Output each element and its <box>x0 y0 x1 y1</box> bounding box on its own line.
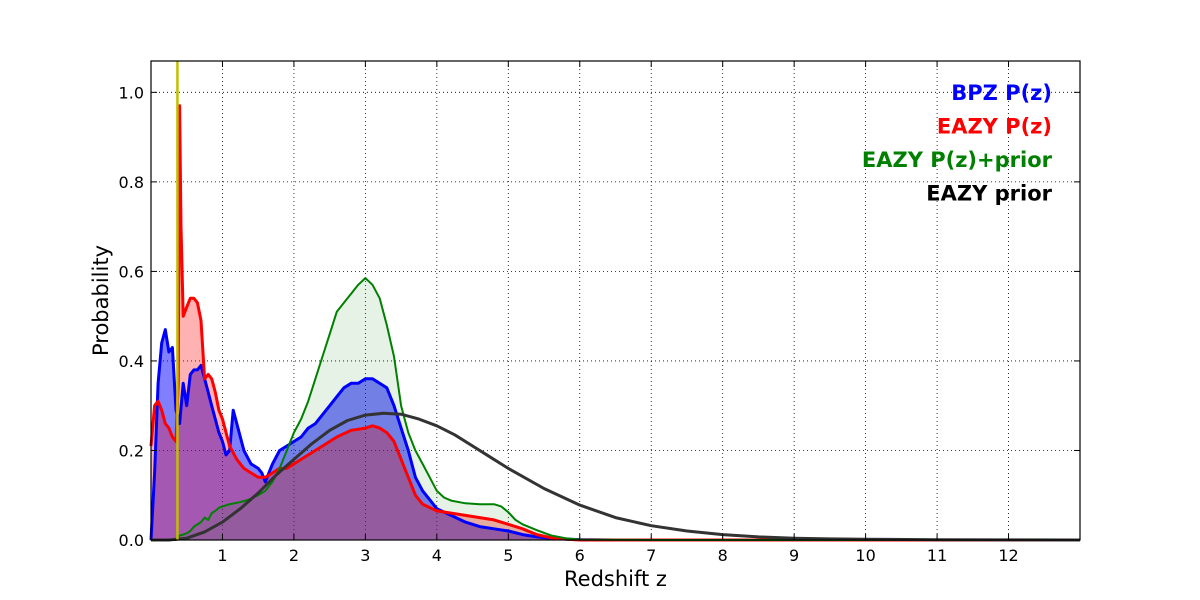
y-tick-label: 0.6 <box>119 262 144 281</box>
y-tick-label: 0.2 <box>119 441 144 460</box>
y-axis-label: Probability <box>89 245 113 356</box>
plot-frame <box>150 60 1081 541</box>
y-tick-label: 0.8 <box>119 173 144 192</box>
x-tick-label: 1 <box>217 546 227 565</box>
x-tick-label: 6 <box>575 546 585 565</box>
series-line-eazy-p-z-prior <box>151 277 1080 541</box>
y-tick-label: 0.4 <box>119 352 144 371</box>
x-tick-label: 4 <box>432 546 442 565</box>
axis-ticks: 1 2 3 4 5 6 7 8 9 10 11 120.00.20.40.60.81.0 <box>119 61 1080 565</box>
legend: BPZ P(z) EAZY P(z) EAZY P(z)+prior EAZY pri… <box>862 81 1053 206</box>
x-tick-label: 7 <box>646 546 656 565</box>
x-axis-label: Redshift z <box>564 567 667 591</box>
x-tick-label: 12 <box>998 546 1018 565</box>
legend-entry: EAZY prior <box>926 182 1052 206</box>
y-tick-label: 0.0 <box>119 531 144 550</box>
series-fill-bpz-p-z <box>151 329 1080 540</box>
series-fill-eazy-p-z-prior <box>151 278 1080 540</box>
x-tick-label: 9 <box>789 546 799 565</box>
x-tick-label: 2 <box>289 546 299 565</box>
y-tick-label: 1.0 <box>119 83 144 102</box>
legend-entry: BPZ P(z) <box>951 81 1052 105</box>
series-line-eazy-prior <box>151 411 1081 542</box>
series-line-bpz-p-z <box>149 328 1080 542</box>
x-tick-label: 3 <box>360 546 370 565</box>
legend-entry: EAZY P(z) <box>937 115 1052 139</box>
series-lines <box>149 104 1081 542</box>
x-tick-label: 8 <box>718 546 728 565</box>
x-tick-label: 5 <box>503 546 513 565</box>
legend-entry: EAZY P(z)+prior <box>862 148 1053 172</box>
x-tick-label: 11 <box>927 546 947 565</box>
x-tick-label: 10 <box>855 546 875 565</box>
